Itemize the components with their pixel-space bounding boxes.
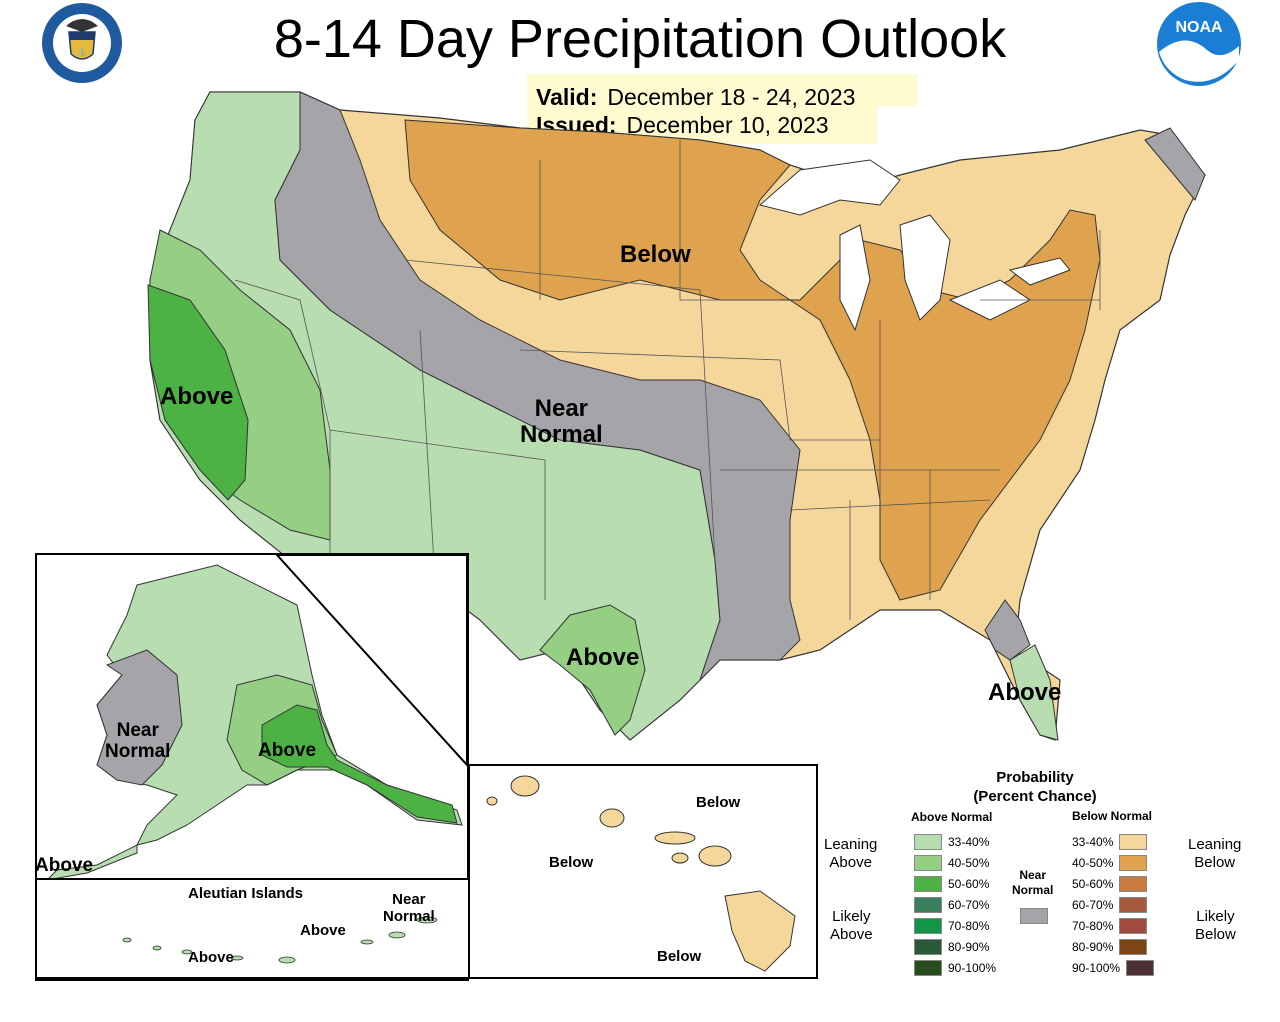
alaska-map bbox=[45, 554, 468, 881]
legend-label: 40-50% bbox=[948, 856, 990, 870]
legend-label: 50-60% bbox=[1072, 877, 1114, 891]
legend-above-header: Above Normal bbox=[911, 810, 993, 824]
label-conus-above-texas: Above bbox=[566, 644, 640, 671]
noaa-logo-text: NOAA bbox=[1175, 19, 1223, 36]
label-alaska-above-sw: Above bbox=[35, 855, 94, 876]
legend-swatch bbox=[914, 876, 942, 892]
label-conus-above-florida: Above bbox=[988, 679, 1062, 706]
legend-title: Probability (Percent Chance) bbox=[973, 769, 1097, 805]
legend-swatch bbox=[1119, 855, 1148, 871]
legend-label: 70-80% bbox=[1072, 919, 1114, 933]
legend-swatch bbox=[1126, 960, 1155, 976]
issued-value: December 10, 2023 bbox=[626, 112, 829, 138]
legend-label: 60-70% bbox=[948, 898, 990, 912]
above-40-50-texas bbox=[539, 604, 646, 736]
legend-label: 90-100% bbox=[948, 961, 997, 975]
legend-row: 33-40% bbox=[914, 834, 989, 850]
legend-leaning-below: Leaning Below bbox=[1188, 836, 1242, 871]
label-aleutian-above-2: Above bbox=[188, 949, 234, 966]
label-conus-above-west: Above bbox=[160, 383, 234, 410]
state-borders bbox=[234, 140, 1101, 620]
label-aleutian-above-1: Above bbox=[300, 922, 346, 939]
legend-likely-above: Likely Above bbox=[830, 908, 873, 943]
label-conus-near-normal: Near Normal bbox=[520, 395, 603, 448]
legend-swatch bbox=[1119, 897, 1148, 913]
near-normal-band bbox=[274, 91, 801, 681]
label-hawaii-below-1: Below bbox=[696, 794, 741, 811]
page-title: 8-14 Day Precipitation Outlook bbox=[273, 9, 1007, 69]
near-normal-maine bbox=[1144, 127, 1206, 201]
legend-label: 80-90% bbox=[1072, 940, 1114, 954]
valid-date-box bbox=[527, 74, 917, 106]
legend-label: 33-40% bbox=[948, 835, 990, 849]
legend-swatch bbox=[1119, 939, 1148, 955]
legend-row: 50-60% bbox=[914, 876, 989, 892]
legend-label: 40-50% bbox=[1072, 856, 1114, 870]
legend-swatch bbox=[1119, 918, 1148, 934]
above-leaning-florida bbox=[1009, 644, 1059, 741]
legend-swatch bbox=[914, 939, 942, 955]
legend-swatch bbox=[914, 897, 942, 913]
noaa-logo: NOAA bbox=[1157, 2, 1241, 86]
legend-row: 33-40% bbox=[1072, 834, 1148, 850]
alaska-near-normal bbox=[96, 649, 183, 786]
legend-near-normal-swatch bbox=[1020, 908, 1048, 924]
legend-row: 90-100% bbox=[1072, 960, 1155, 976]
label-alaska-near-normal: Near Normal bbox=[105, 720, 171, 762]
aleutian-map bbox=[122, 916, 438, 964]
legend-label: 80-90% bbox=[948, 940, 990, 954]
legend-swatch bbox=[1119, 834, 1148, 850]
label-hawaii-below-2: Below bbox=[549, 854, 594, 871]
legend-row: 60-70% bbox=[1072, 897, 1148, 913]
legend-row: 40-50% bbox=[914, 855, 989, 871]
great-lakes bbox=[758, 159, 1071, 332]
legend-swatch bbox=[914, 855, 942, 871]
legend-row: 60-70% bbox=[914, 897, 989, 913]
legend-swatch bbox=[914, 834, 942, 850]
legend-label: 33-40% bbox=[1072, 835, 1114, 849]
legend-label: 70-80% bbox=[948, 919, 990, 933]
legend-label: 90-100% bbox=[1072, 961, 1121, 975]
legend-near-normal: Near Normal bbox=[1012, 868, 1054, 897]
hawaii-map bbox=[486, 775, 796, 972]
label-hawaii-below-3: Below bbox=[657, 948, 702, 965]
valid-date: Valid: December 18 - 24, 2023 bbox=[536, 84, 855, 111]
legend-swatch bbox=[914, 960, 942, 976]
near-normal-florida bbox=[984, 599, 1031, 661]
legend-row: 90-100% bbox=[914, 960, 996, 976]
aleutian-inset bbox=[35, 878, 471, 979]
legend-row: 50-60% bbox=[1072, 876, 1148, 892]
above-50-60-california bbox=[147, 284, 249, 501]
legend-row: 70-80% bbox=[1072, 918, 1148, 934]
legend-row: 40-50% bbox=[1072, 855, 1148, 871]
legend-row: 70-80% bbox=[914, 918, 989, 934]
legend-likely-below: Likely Below bbox=[1195, 908, 1236, 943]
legend-below-header: Below Normal bbox=[1072, 809, 1153, 823]
seal-text-center: ⚓ bbox=[78, 47, 87, 56]
legend-label: 60-70% bbox=[1072, 898, 1114, 912]
valid-value: December 18 - 24, 2023 bbox=[607, 84, 856, 110]
legend-swatch bbox=[1119, 876, 1148, 892]
legend-leaning-above: Leaning Above bbox=[824, 836, 878, 871]
valid-label: Valid: bbox=[536, 84, 598, 110]
label-aleutian-title: Aleutian Islands bbox=[188, 885, 304, 902]
legend-label: 50-60% bbox=[948, 877, 990, 891]
issued-date: Issued: December 10, 2023 bbox=[536, 112, 829, 139]
legend-swatch bbox=[914, 918, 942, 934]
hawaii-inset bbox=[468, 764, 818, 979]
label-conus-below: Below bbox=[620, 241, 691, 268]
legend-row: 80-90% bbox=[914, 939, 989, 955]
label-aleutian-near-normal: Near Normal bbox=[383, 891, 435, 925]
alaska-50-60 bbox=[261, 704, 458, 824]
label-alaska-above: Above bbox=[258, 740, 317, 761]
legend-row: 80-90% bbox=[1072, 939, 1148, 955]
commerce-seal-logo: ⚓ bbox=[42, 3, 122, 83]
